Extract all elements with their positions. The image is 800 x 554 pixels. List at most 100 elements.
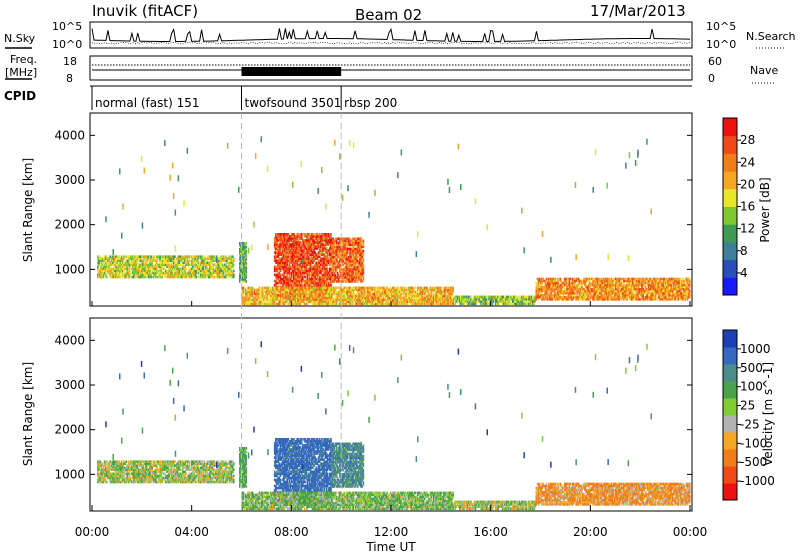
power-echo-cell	[303, 302, 306, 306]
power-echo-cell	[336, 276, 339, 279]
power-echo-cell	[573, 293, 575, 297]
power-echo-cell	[338, 302, 341, 306]
power-echo-cell	[339, 270, 341, 273]
power-echo-cell	[342, 251, 345, 255]
power-echo-cell	[568, 291, 571, 295]
power-echo-cell	[98, 259, 100, 262]
power-echo-cell	[198, 265, 201, 269]
power-echo-cell	[379, 302, 382, 306]
power-echo-cell	[381, 300, 384, 304]
power-echo-cell	[313, 233, 315, 236]
power-echo-cell	[320, 283, 322, 287]
power-echo-cell	[241, 246, 244, 249]
power-echo-cell	[403, 296, 406, 300]
power-echo-cell	[406, 300, 409, 304]
power-echo-cell	[392, 290, 394, 294]
power-echo-cell	[185, 267, 187, 271]
power-echo-cell	[127, 263, 130, 267]
power-echo-cell	[154, 257, 157, 260]
power-echo-cell	[404, 298, 407, 302]
power-echo-cell	[568, 289, 571, 293]
power-echo-cell	[299, 247, 302, 250]
power-echo-cell	[276, 281, 278, 285]
power-echo-cell	[548, 283, 550, 287]
power-echo-cell	[143, 269, 146, 273]
power-echo-cell	[331, 288, 333, 292]
power-echo-cell	[557, 287, 559, 291]
power-echo-cell	[391, 296, 393, 300]
power-echo-cell	[313, 239, 315, 242]
power-echo-cell	[365, 298, 367, 302]
power-echo-cell	[308, 251, 311, 254]
power-echo-cell	[166, 265, 168, 269]
power-echo-cell	[240, 260, 243, 263]
power-echo-cell	[426, 296, 428, 300]
power-echo-cell	[576, 277, 579, 281]
power-echo-cell	[108, 265, 110, 269]
power-echo-cell	[345, 251, 348, 255]
power-echo-cell	[102, 275, 105, 279]
power-echo-cell	[170, 273, 173, 277]
power-echo-cell	[317, 271, 320, 275]
power-echo-cell	[273, 241, 276, 244]
power-echo-cell	[183, 257, 185, 260]
power-echo-cell	[118, 271, 121, 275]
power-echo-cell	[219, 261, 221, 265]
power-echo-cell	[239, 242, 241, 245]
power-echo-cell	[451, 288, 453, 292]
power-echo-cell	[278, 261, 281, 265]
power-echo-cell	[425, 286, 427, 290]
power-echo-cell	[141, 269, 143, 273]
power-echo-cell	[267, 288, 270, 292]
power-echo-cell	[537, 293, 540, 297]
power-echo-cell	[335, 249, 338, 253]
power-echo-cell	[470, 297, 472, 301]
power-echo-cell	[342, 288, 344, 292]
power-echo-cell	[219, 271, 221, 275]
power-echo-cell	[118, 273, 121, 277]
power-echo-cell	[356, 243, 359, 247]
power-echo-cell	[320, 263, 322, 267]
power-echo-cell	[188, 269, 191, 273]
power-echo-cell	[353, 268, 356, 271]
power-echo-cell	[183, 267, 185, 271]
power-echo-cell	[454, 295, 457, 299]
power-echo-cell	[273, 292, 275, 296]
power-echo-cell	[155, 263, 158, 267]
power-echo-cell	[322, 265, 324, 269]
power-echo-cell	[354, 257, 357, 261]
power-echo-cell	[344, 296, 347, 300]
power-echo-cell	[255, 300, 257, 304]
power-echo-cell	[275, 243, 277, 246]
power-echo-cell	[315, 237, 318, 240]
power-echo-cell	[254, 288, 256, 292]
power-echo-cell	[449, 292, 452, 296]
power-echo-cell	[266, 292, 269, 296]
power-echo-cell	[239, 250, 241, 253]
power-echo-cell	[332, 290, 334, 294]
power-echo-cell	[308, 233, 311, 236]
power-echo-cell	[448, 300, 451, 304]
power-echo-cell	[311, 294, 314, 298]
power-echo-cell	[392, 296, 394, 300]
power-echo-cell	[112, 257, 115, 260]
power-echo-cell	[343, 276, 346, 279]
power-echo-cell	[568, 281, 571, 285]
power-echo-cell	[349, 290, 351, 294]
power-echo-cell	[175, 273, 177, 277]
power-echo-cell	[300, 302, 303, 306]
power-echo-cell	[341, 280, 343, 283]
power-echo-cell	[353, 239, 356, 243]
power-echo-cell	[279, 265, 282, 269]
power-echo-cell	[550, 281, 552, 285]
power-echo-cell	[502, 295, 505, 299]
power-echo-cell	[304, 267, 306, 271]
power-echo-cell	[323, 245, 325, 248]
power-echo-cell	[358, 249, 360, 253]
power-echo-cell	[209, 259, 211, 262]
power-echo-cell	[362, 270, 365, 273]
power-echo-cell	[330, 241, 332, 244]
power-echo-cell	[339, 268, 341, 271]
power-echo-cell	[289, 261, 292, 265]
power-echo-cell	[252, 300, 255, 304]
